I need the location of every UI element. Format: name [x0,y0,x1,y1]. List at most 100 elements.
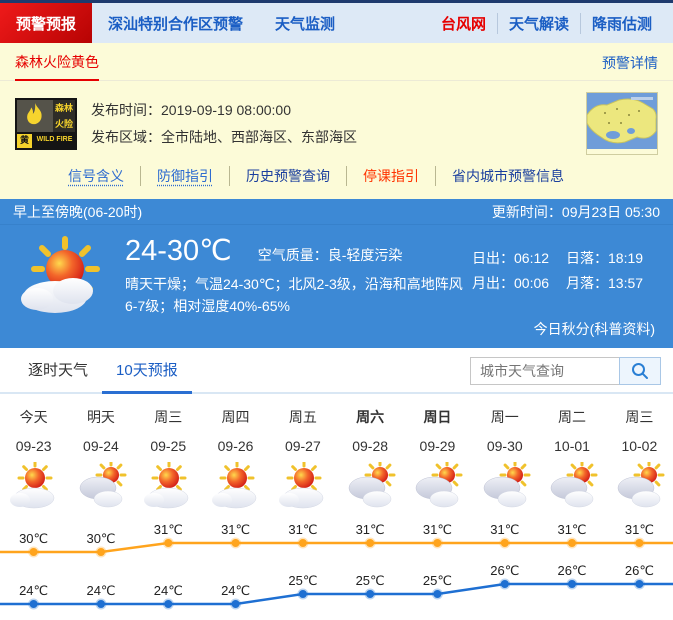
day-label: 周三 [154,409,183,425]
link-history-warning-query[interactable]: 历史预警查询 [229,166,346,186]
temp-point [633,537,645,549]
forecast-column[interactable]: 今天 09-23 [0,394,67,512]
sunny-cloud-icon [278,462,324,509]
temp-label: 24℃ [19,583,48,598]
temp-label: 31℃ [625,522,654,537]
moonset: 月落：13:57 [566,275,644,291]
weather-icon-cell [202,460,269,512]
cloudy-sun-icon [550,462,598,508]
forecast-column[interactable]: 明天 09-24 [67,394,134,512]
weather-icon-cell [67,460,134,512]
temp-label: 25℃ [288,573,317,588]
moonrise: 月出：00:06 [472,275,550,291]
window-top-edge [0,0,673,3]
temp-point [566,578,578,590]
temp-point [28,546,40,558]
air-quality[interactable]: 空气质量：良-轻度污染 [257,247,403,263]
high-temp-series: 30℃ 30℃ 31℃ 31℃ 31℃ 31℃ 31℃ 31℃ 31℃ 31℃ [0,522,673,558]
temp-point [95,546,107,558]
link-typhoon-net[interactable]: 台风网 [440,15,486,33]
temp-label: 31℃ [288,522,317,537]
temp-point [431,588,443,600]
forecast-column[interactable]: 周二 10-01 [538,394,605,512]
nav-tab-weather-monitor[interactable]: 天气监测 [275,15,336,33]
solar-term-note-link[interactable]: 今日秋分(科普资料) [533,321,655,337]
tab-hourly-weather[interactable]: 逐时天气 [28,362,89,379]
temp-chart: 30℃ 30℃31℃ 31℃ 31℃ 31℃ 31℃ 31℃ 31℃ 31℃24℃ 24℃ 24℃ 2… [0,522,673,610]
search-icon [632,363,648,379]
forecast-period: 早上至傍晚(06-20时) [13,203,143,220]
link-weather-explain[interactable]: 天气解读 [496,12,580,34]
current-weather-header: 早上至傍晚(06-20时) 更新时间：09月23日 05:30 [0,199,673,225]
sunrise: 日出：06:12 [472,250,550,266]
cloudy-sun-icon [348,462,396,508]
date-label: 09-28 [352,438,389,454]
temp-point [431,537,443,549]
weather-icon-cell [471,460,538,512]
day-label: 周五 [288,409,317,425]
link-province-city-warnings[interactable]: 省内城市预警信息 [435,166,580,186]
warning-info: 森林 火险 黄 WILD FIRE 发布时间：2019-09-19 08:00:0… [0,81,673,161]
cloudy-sun-icon [416,462,463,508]
date-label: 09-29 [419,438,456,454]
link-rain-estimate[interactable]: 降雨估测 [579,12,663,34]
search-button[interactable] [619,357,661,385]
forecast-column[interactable]: 周六 09-28 [337,394,404,512]
temp-point [566,537,578,549]
wildfire-icon-label: 森林 火险 [53,99,75,132]
day-label: 周日 [423,409,452,425]
sun-moon-info: 日出：06:12 日落：18:19 月出：00:06 月落：13:57 [472,233,660,324]
temp-point [633,578,645,590]
temp-label: 31℃ [557,522,586,537]
forecast-tabs-row: 逐时天气 10天预报 [0,348,673,394]
date-label: 10-02 [621,438,658,454]
warning-detail-link[interactable]: 预警详情 [602,55,658,71]
temp-point [230,598,242,610]
day-label: 周三 [625,409,654,425]
forecast-column[interactable]: 周一 09-30 [471,394,538,512]
cloudy-sun-icon [79,462,127,508]
temp-point [297,588,309,600]
sunny-cloud-icon [144,462,189,509]
date-label: 09-24 [83,438,119,454]
weather-icon-cell [606,460,673,512]
nav-tab-shenshan-warning[interactable]: 深汕特别合作区预警 [108,15,244,33]
forecast-column[interactable]: 周五 09-27 [269,394,336,512]
weather-icon-cell [135,460,202,512]
date-label: 09-25 [150,438,187,454]
city-search-input[interactable] [470,357,620,385]
date-label: 09-26 [217,438,254,454]
nav-tab-warning-forecast[interactable]: 预警预报 [0,3,93,43]
link-defense-guide[interactable]: 防御指引 [140,166,229,186]
city-search-box [470,357,661,385]
weather-icon-cell [404,460,471,512]
temp-label: 26℃ [625,563,654,578]
temp-label: 24℃ [154,583,183,598]
forecast-column[interactable]: 周三 09-25 [135,394,202,512]
update-time: 更新时间：09月23日 05:30 [491,203,660,220]
temp-point [364,588,376,600]
top-nav-links: 台风网 天气解读 降雨估测 [430,3,673,43]
current-weather-icon [13,233,115,324]
temp-label: 30℃ [86,531,115,546]
sunset: 日落：18:19 [566,250,644,266]
publish-time-row: 发布时间：2019-09-19 08:00:00 [91,101,291,118]
link-signal-meaning[interactable]: 信号含义 [68,168,124,184]
day-label: 周一 [490,409,519,425]
tab-ten-day-forecast[interactable]: 10天预报 [102,348,192,394]
link-class-suspension-guide[interactable]: 停课指引 [346,166,435,186]
warning-map-thumbnail[interactable] [586,92,658,155]
forecast-column[interactable]: 周四 09-26 [202,394,269,512]
temp-point [162,598,174,610]
sunny-cloud-icon [9,462,54,509]
warning-links: 信号含义 防御指引 历史预警查询 停课指引 省内城市预警信息 [0,161,673,199]
forecast-column[interactable]: 周日 09-29 [404,394,471,512]
low-temp-series: 24℃ 24℃ 24℃ 24℃ 25℃ 25℃ 25℃ 26℃ 26℃ 26℃ [0,563,673,610]
warning-fields: 发布时间：2019-09-19 08:00:00 发布区域：全市陆地、西部海区、… [91,97,357,151]
temp-label: 31℃ [490,522,519,537]
temp-point [162,537,174,549]
forecast-column[interactable]: 周三 10-02 [606,394,673,512]
temp-label: 30℃ [19,531,48,546]
temp-label: 26℃ [557,563,586,578]
cloudy-sun-icon [618,462,665,508]
